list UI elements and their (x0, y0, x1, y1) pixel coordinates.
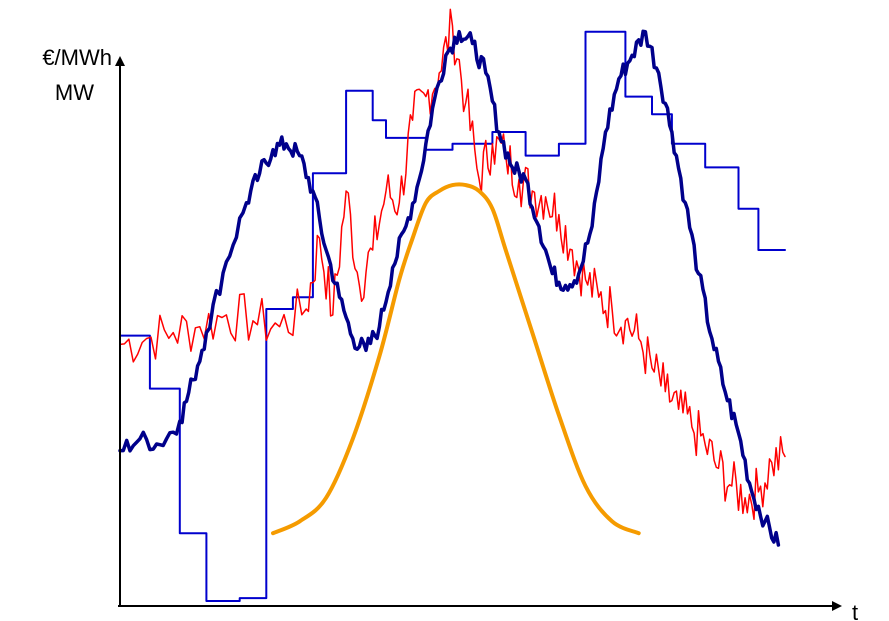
series-dark-blue-line (118, 29, 781, 547)
series-red-line (119, 8, 786, 521)
y-axis-label-price: €/MWh (42, 45, 112, 70)
x-axis-label: t (852, 600, 858, 621)
y-axis-label-power: MW (55, 80, 94, 105)
series-layer (118, 8, 786, 602)
series-orange-curve (271, 182, 641, 536)
